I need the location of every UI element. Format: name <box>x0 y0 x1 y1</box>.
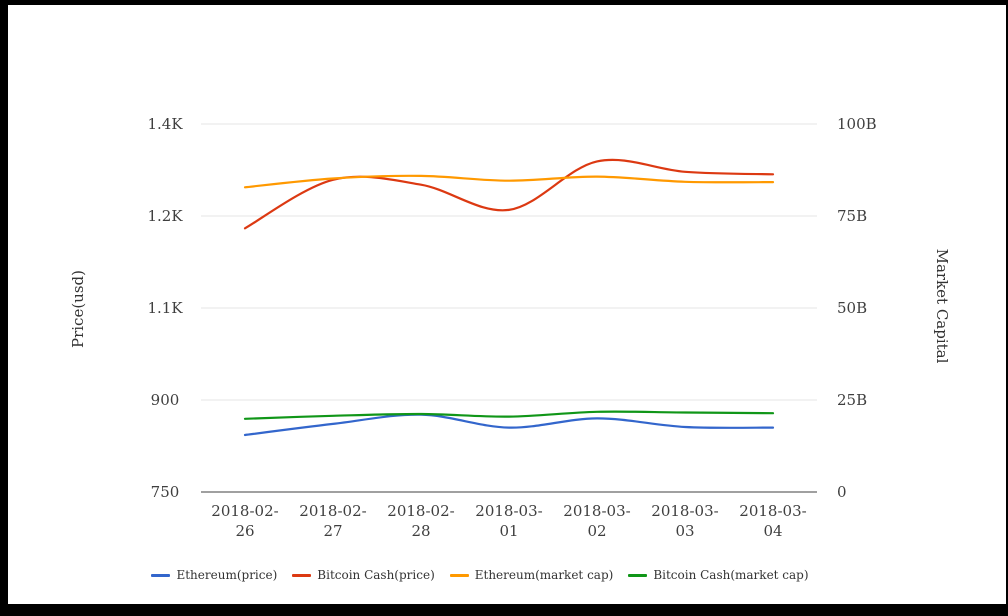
left-tick-label: 900 <box>150 391 180 409</box>
legend-label: Ethereum(price) <box>176 568 278 582</box>
legend-line-icon <box>628 573 648 577</box>
legend-line-icon <box>449 573 469 577</box>
legend-item-ethereum-market-cap-[interactable]: Ethereum(market cap) <box>449 568 614 582</box>
right-tick-label: 0 <box>837 483 847 501</box>
legend-label: Bitcoin Cash(price) <box>317 568 435 582</box>
right-tick-label: 100B <box>837 115 877 133</box>
x-tick-label: 2018-02- 26 <box>211 502 279 540</box>
legend-item-ethereum-price-[interactable]: Ethereum(price) <box>151 568 277 582</box>
x-tick-label: 2018-03- 04 <box>739 502 807 540</box>
right-axis-title: Market Capital <box>933 248 951 364</box>
legend-label: Ethereum(market cap) <box>474 568 614 582</box>
left-tick-label: 1.1K <box>147 299 183 317</box>
legend-line-icon <box>292 573 312 577</box>
left-axis-title: Price(usd) <box>69 269 87 349</box>
left-tick-label: 1.2K <box>147 207 183 225</box>
chart-legend: Ethereum(price) Bitcoin Cash(price) Ethere… <box>151 566 809 584</box>
x-tick-label: 2018-02- 27 <box>299 502 367 540</box>
x-tick-label: 2018-03- 02 <box>563 502 631 540</box>
right-tick-label: 50B <box>837 299 868 317</box>
legend-line-icon <box>151 573 171 577</box>
legend-item-bitcoin-cash-market-cap-[interactable]: Bitcoin Cash(market cap) <box>628 568 809 582</box>
chart-canvas <box>8 5 1006 604</box>
right-tick-label: 75B <box>837 207 868 225</box>
x-tick-label: 2018-03- 01 <box>475 502 543 540</box>
left-tick-label: 750 <box>150 483 180 501</box>
left-tick-label: 1.4K <box>147 115 183 133</box>
x-tick-label: 2018-02- 28 <box>387 502 455 540</box>
x-tick-label: 2018-03- 03 <box>651 502 719 540</box>
right-tick-label: 25B <box>837 391 868 409</box>
legend-label: Bitcoin Cash(market cap) <box>653 568 809 582</box>
legend-item-bitcoin-cash-price-[interactable]: Bitcoin Cash(price) <box>292 568 435 582</box>
